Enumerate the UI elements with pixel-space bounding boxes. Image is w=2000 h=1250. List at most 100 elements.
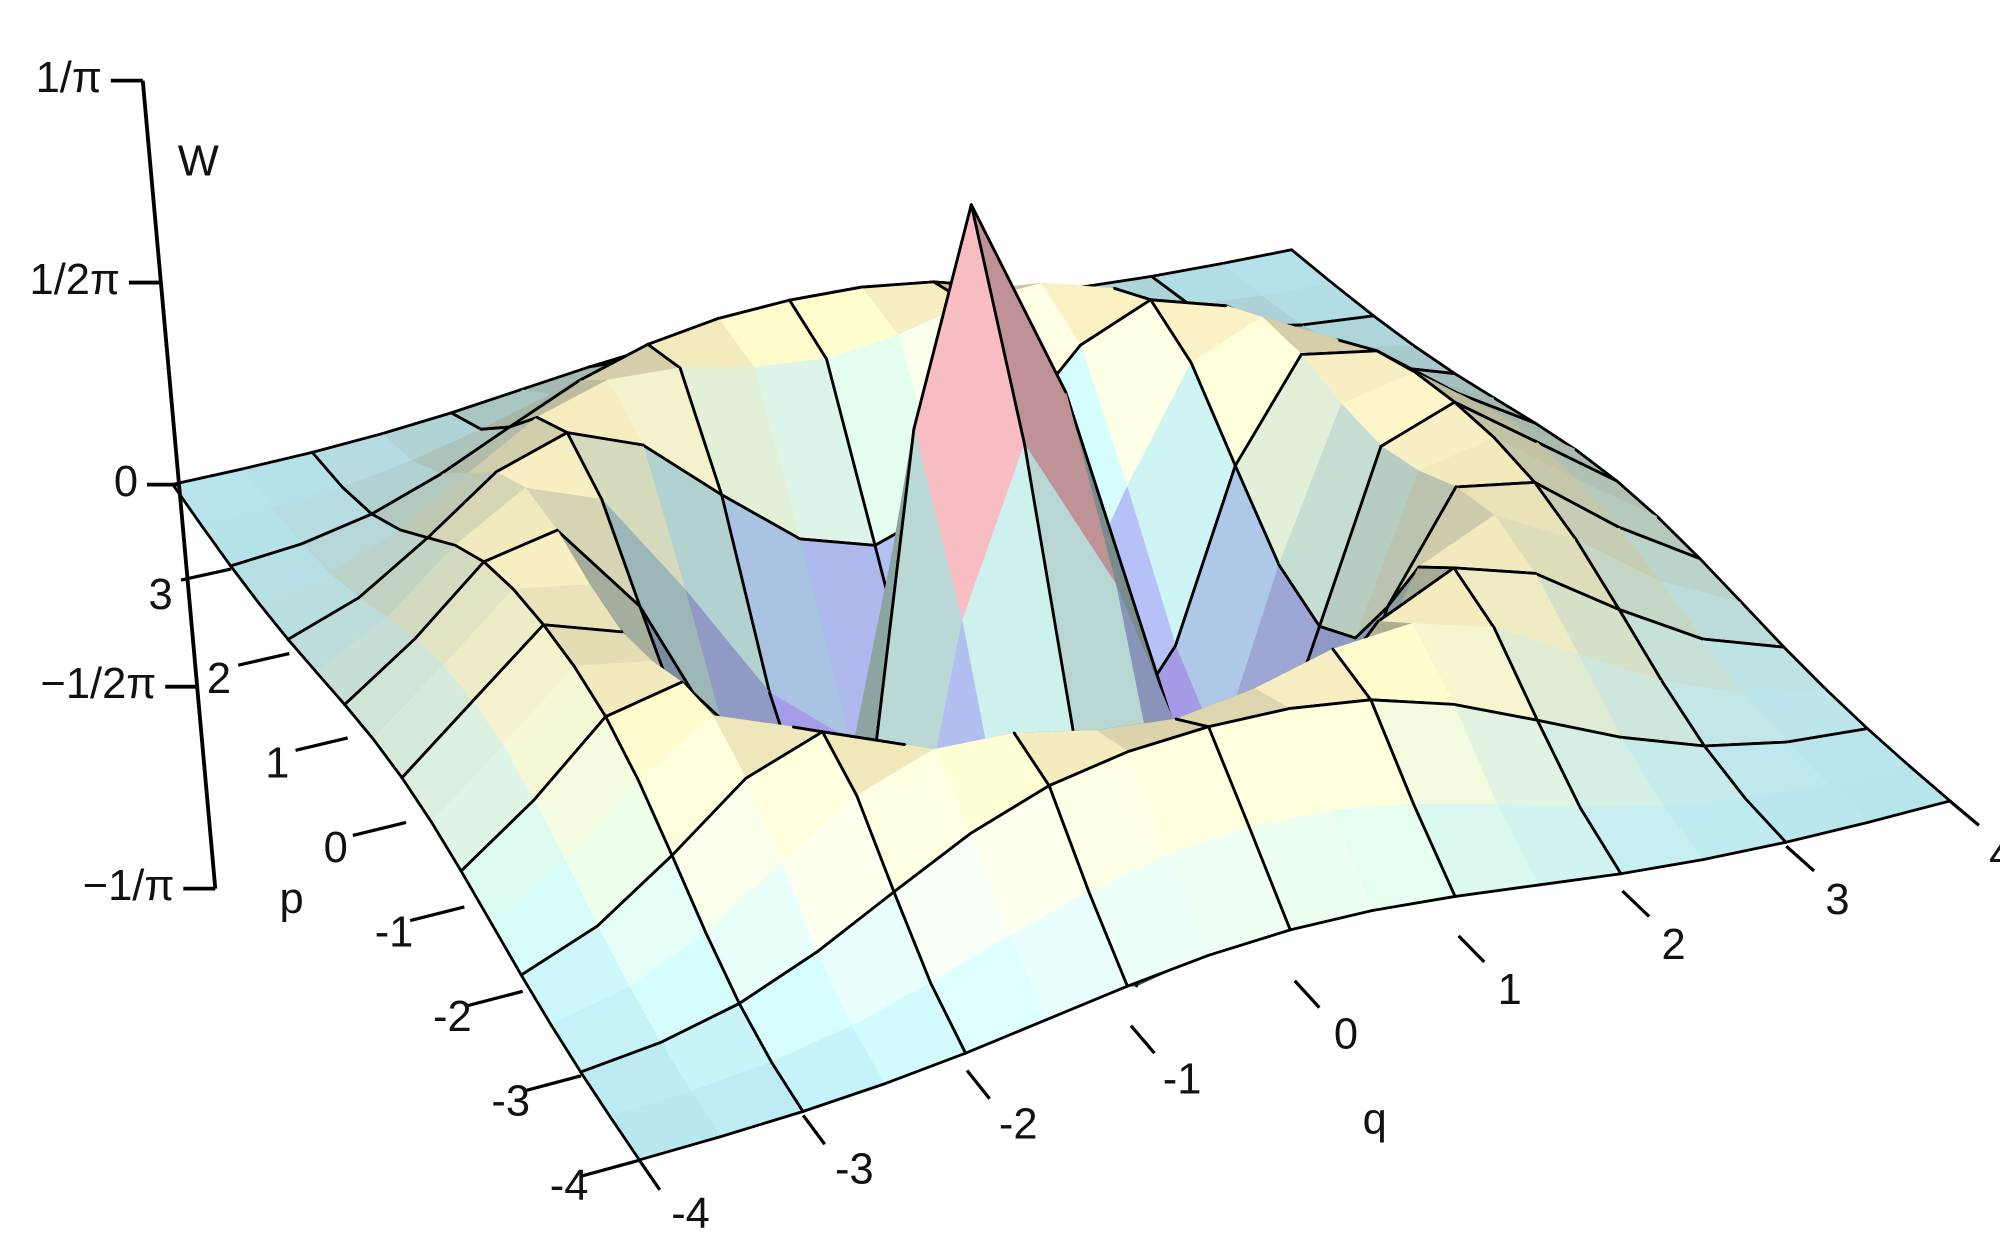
mesh-line (565, 431, 645, 447)
mesh-line (1702, 740, 1788, 748)
mesh-line (1376, 566, 1456, 624)
x-tick-label: 4 (1989, 831, 2000, 879)
mesh-line (398, 528, 430, 540)
mesh-line (1866, 727, 1911, 767)
mesh-line (1740, 601, 1786, 649)
mesh-line (825, 357, 877, 547)
z-axis-label: W (178, 138, 219, 186)
mesh-line (770, 1060, 805, 1113)
mesh-line (1125, 953, 1210, 988)
mesh-line (1079, 274, 1153, 289)
mesh-line (413, 560, 486, 641)
mesh-line (1149, 298, 1193, 365)
y-tick-label: 3 (149, 571, 173, 619)
y-tick-label: -1 (375, 909, 414, 957)
mesh-line (429, 820, 463, 873)
surface (171, 203, 1952, 1162)
mesh-line (1375, 349, 1417, 374)
mesh-line (1619, 858, 1705, 876)
mesh-line (801, 1082, 886, 1113)
mesh-line (286, 637, 318, 674)
mesh-line (1370, 895, 1457, 912)
z-tick-label: 1/π (36, 54, 102, 102)
y-tick-label: 1 (265, 740, 289, 788)
mesh-line (1207, 928, 1292, 957)
mesh-line (1452, 566, 1496, 630)
z-tick-label: −1/2π (40, 660, 156, 708)
mesh-line (912, 203, 973, 431)
mesh-line (892, 890, 933, 985)
mesh-line (815, 890, 896, 954)
mesh-line (1412, 802, 1457, 898)
mesh-line (171, 482, 204, 528)
mesh-line (542, 623, 624, 634)
mesh-line (241, 450, 314, 471)
mesh-line (1866, 799, 1952, 824)
x-tick (801, 1114, 826, 1146)
mesh-line (549, 1023, 583, 1074)
x-tick (1129, 1024, 1156, 1055)
mesh-line (1369, 698, 1455, 706)
mesh-line (1535, 718, 1582, 809)
x-tick (1457, 934, 1486, 964)
mesh-line (859, 280, 935, 289)
mesh-line (1412, 344, 1457, 376)
mesh-line (370, 472, 443, 516)
mesh-line (636, 778, 674, 857)
mesh-line (1782, 645, 1828, 691)
mesh-line (1113, 287, 1153, 302)
mesh-line (1660, 679, 1706, 748)
mesh-line (542, 623, 576, 668)
mesh-line (171, 467, 244, 486)
x-tick (1293, 979, 1321, 1009)
mesh-line (371, 737, 404, 780)
mesh-line (1386, 565, 1421, 609)
x-tick-label: 2 (1662, 921, 1686, 969)
mesh-line (449, 411, 483, 431)
mesh-line (535, 416, 569, 435)
y-tick (409, 905, 465, 923)
mesh-line (1784, 727, 1869, 744)
mesh-line (1174, 717, 1210, 729)
mesh-line (716, 298, 791, 320)
mesh-line (1174, 464, 1237, 648)
mesh-line (1656, 515, 1702, 561)
mesh-line (258, 602, 290, 641)
mesh-line (1744, 797, 1788, 844)
mesh-line (659, 1002, 741, 1045)
mesh-line (1533, 480, 1620, 529)
mesh-line (678, 366, 724, 497)
mesh-line (1454, 480, 1537, 489)
mesh-line (1045, 984, 1129, 1022)
mesh-line (1702, 840, 1788, 861)
mesh-line (855, 794, 896, 894)
mesh-line (1533, 480, 1578, 542)
mesh-line (1150, 262, 1223, 278)
mesh-line (572, 664, 608, 719)
mesh-line (969, 203, 1068, 394)
mesh-line (400, 776, 433, 824)
y-tick-label: 0 (324, 824, 348, 872)
mesh-line (1386, 485, 1458, 609)
mesh-line (459, 869, 493, 925)
mesh-line (1300, 314, 1376, 327)
mesh-line (1233, 464, 1281, 567)
mesh-line (744, 730, 824, 780)
mesh-line (1318, 444, 1383, 628)
mesh-line (600, 498, 642, 608)
mesh-line (1369, 698, 1415, 806)
x-tick-label: -1 (1163, 1056, 1202, 1104)
mesh-line (1907, 764, 1952, 803)
mesh-line (1492, 436, 1537, 484)
mesh-line (720, 493, 771, 694)
mesh-line (1534, 440, 1619, 483)
mesh-line (596, 854, 674, 928)
mesh-line (1379, 400, 1456, 448)
mesh-line (868, 427, 916, 801)
mesh-line (1615, 479, 1660, 519)
mesh-line (646, 317, 720, 346)
mesh-line (1287, 698, 1373, 710)
z-tick-label: 1/2π (30, 256, 120, 304)
